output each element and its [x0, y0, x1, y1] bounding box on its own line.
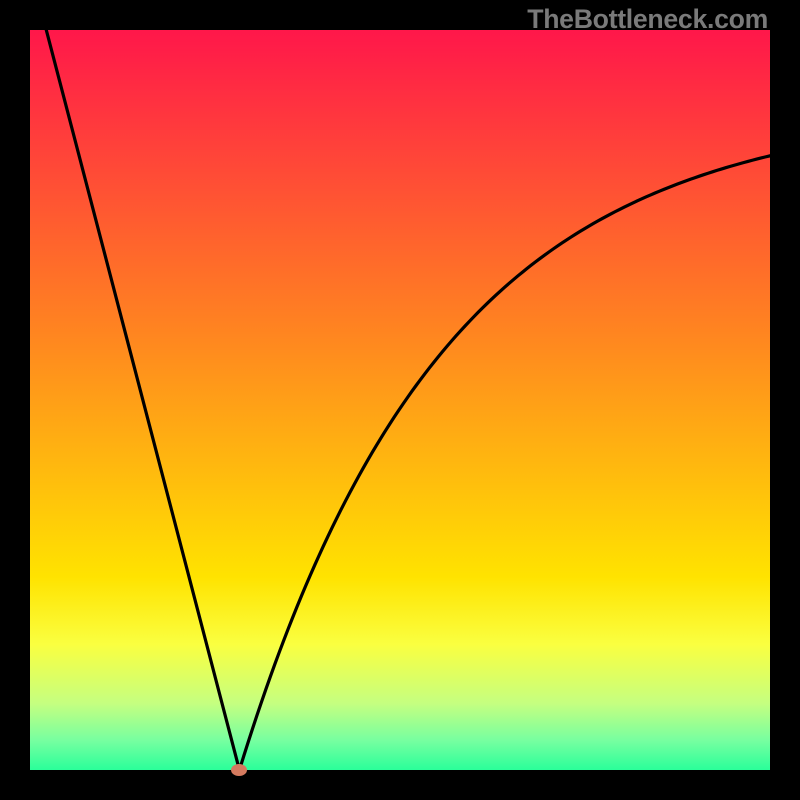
chart-container: TheBottleneck.com — [0, 0, 800, 800]
plot-area — [30, 30, 770, 770]
bottleneck-curve — [30, 30, 770, 770]
watermark-text: TheBottleneck.com — [527, 4, 768, 35]
bottleneck-minimum-marker — [231, 764, 247, 776]
curve-path — [46, 30, 770, 770]
